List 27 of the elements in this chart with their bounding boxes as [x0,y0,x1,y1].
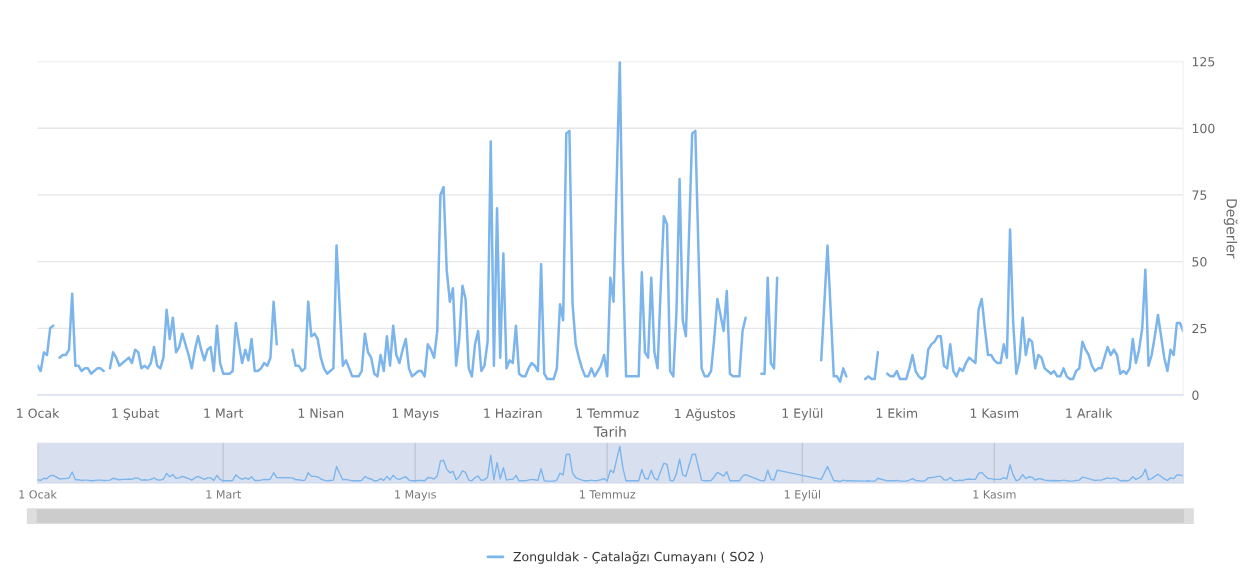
x-tick-label: 1 Mayıs [395,490,436,501]
x-tick-label: 1 Mayıs [392,408,439,421]
x-tick-label: 1 Mart [204,408,244,418]
x-tick-label: 1 Mart [206,490,241,499]
y-tick-label: 0 [1192,390,1199,400]
x-tick-label: 1 Kasım [970,408,1019,418]
x-tick-label: 1 Ocak [17,408,60,418]
legend-label: Zonguldak - Çatalağzı Cumayanı ( SO2 ) [513,551,763,564]
x-tick-label: 1 Ocak [19,489,57,499]
y-tick-label: 75 [1192,190,1207,200]
x-tick-label: 1 Şubat [112,408,159,421]
y-tick-label: 100 [1192,123,1215,134]
y-tick-label: 50 [1192,257,1207,267]
x-tick-label: 1 Kasım [973,490,1016,499]
x-tick-label: 1 Ağustos [675,408,736,421]
x-tick-label: 1 Aralık [1066,408,1113,418]
y-axis-title: Değerler [1223,199,1238,259]
x-tick-label: 1 Eylül [782,408,823,421]
x-tick-label: 1 Haziran [484,408,542,418]
x-tick-label: 1 Nisan [298,408,344,418]
y-tick-label: 125 [1192,57,1215,67]
x-tick-label: 1 Temmuz [576,408,639,418]
x-tick-label: 1 Temmuz [580,490,636,499]
x-tick-label: 1 Eylül [784,489,820,501]
y-tick-label: 25 [1192,323,1207,334]
x-axis-title: Tarih [593,426,626,437]
x-tick-label: 1 Ekim [876,408,918,418]
